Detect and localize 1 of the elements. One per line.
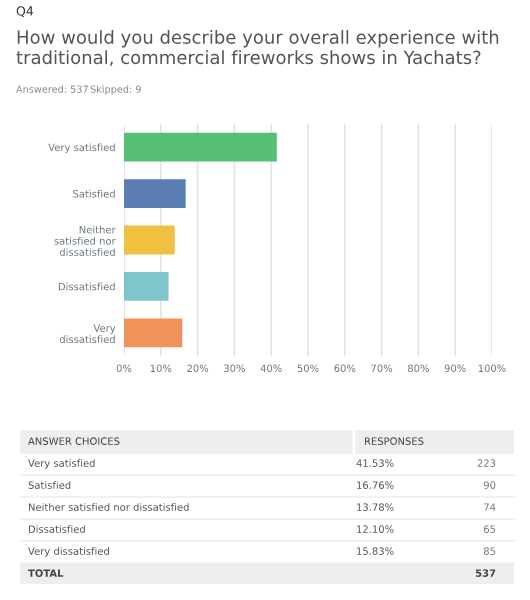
chart-title: How would you describe your overall experience with traditional, commercial fireworks shows in Yachats?: [16, 30, 499, 67]
